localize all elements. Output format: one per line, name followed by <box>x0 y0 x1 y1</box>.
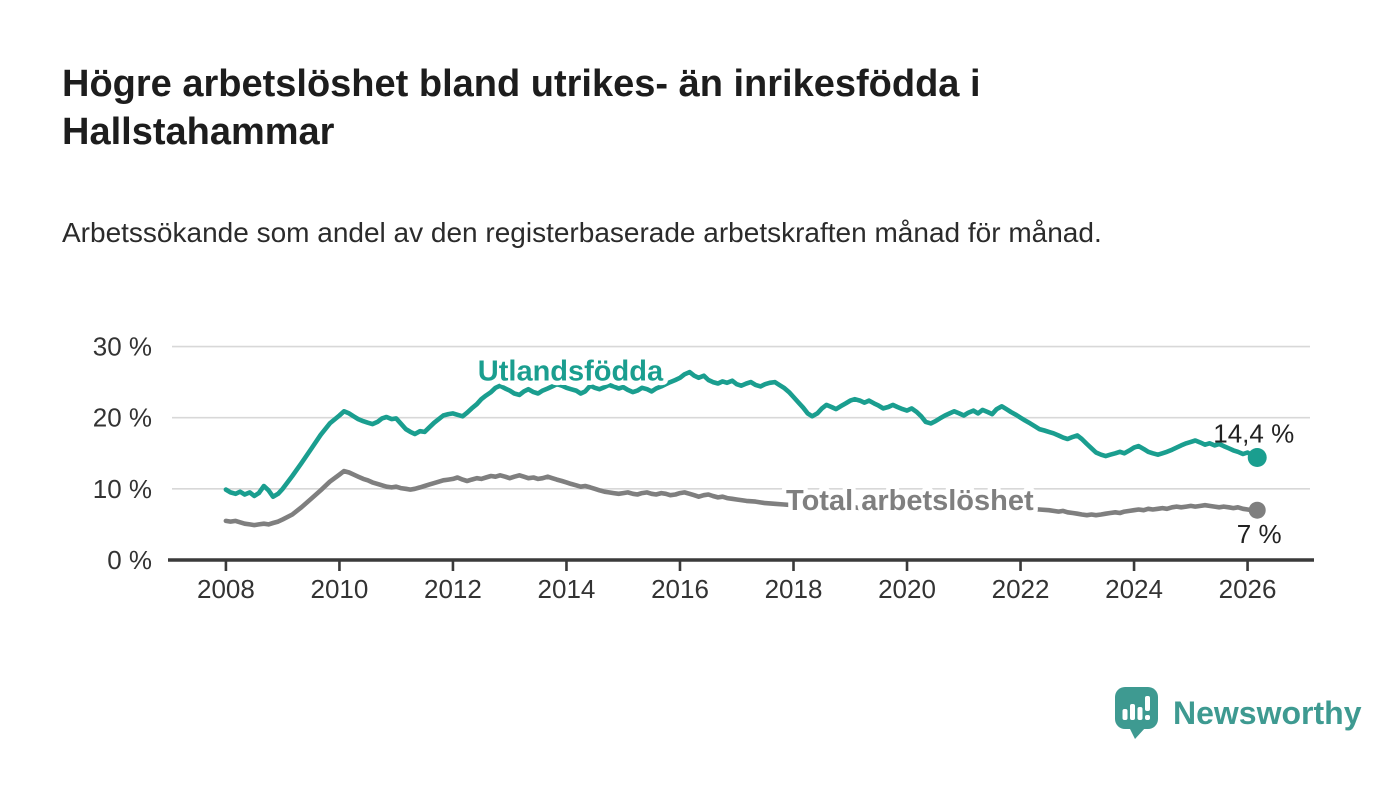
y-tick-label: 10 % <box>93 474 152 504</box>
brand-name: Newsworthy <box>1173 694 1362 731</box>
x-tick-label: 2014 <box>538 574 596 604</box>
y-tick-label: 30 % <box>93 332 152 362</box>
y-tick-label: 20 % <box>93 403 152 433</box>
series-end-dot <box>1248 501 1266 519</box>
x-tick-label: 2012 <box>424 574 482 604</box>
series-annotation: Total arbetslöshet <box>786 485 1034 517</box>
newsworthy-logo[interactable]: Newsworthy <box>1114 686 1361 740</box>
end-value-label: 7 % <box>1237 519 1282 549</box>
series-line <box>223 468 1260 528</box>
x-tick-label: 2026 <box>1219 574 1277 604</box>
series-annotation: Utlandsfödda <box>478 356 664 388</box>
page-title: Högre arbetslöshet bland utrikes- än inr… <box>62 63 981 153</box>
series-end-dot <box>1247 448 1267 468</box>
y-tick-label: 0 % <box>107 545 152 575</box>
x-tick-label: 2022 <box>992 574 1050 604</box>
x-tick-label: 2020 <box>878 574 936 604</box>
end-value-label: 14,4 % <box>1213 419 1294 449</box>
series-line <box>223 369 1260 500</box>
x-tick-label: 2018 <box>765 574 823 604</box>
chart-subtitle: Arbetssökande som andel av den registerb… <box>62 217 1102 248</box>
x-tick-label: 2024 <box>1105 574 1163 604</box>
x-tick-label: 2008 <box>197 574 255 604</box>
x-tick-label: 2016 <box>651 574 709 604</box>
speech-bubble-bar-chart-icon <box>1115 687 1158 739</box>
x-tick-label: 2010 <box>311 574 369 604</box>
